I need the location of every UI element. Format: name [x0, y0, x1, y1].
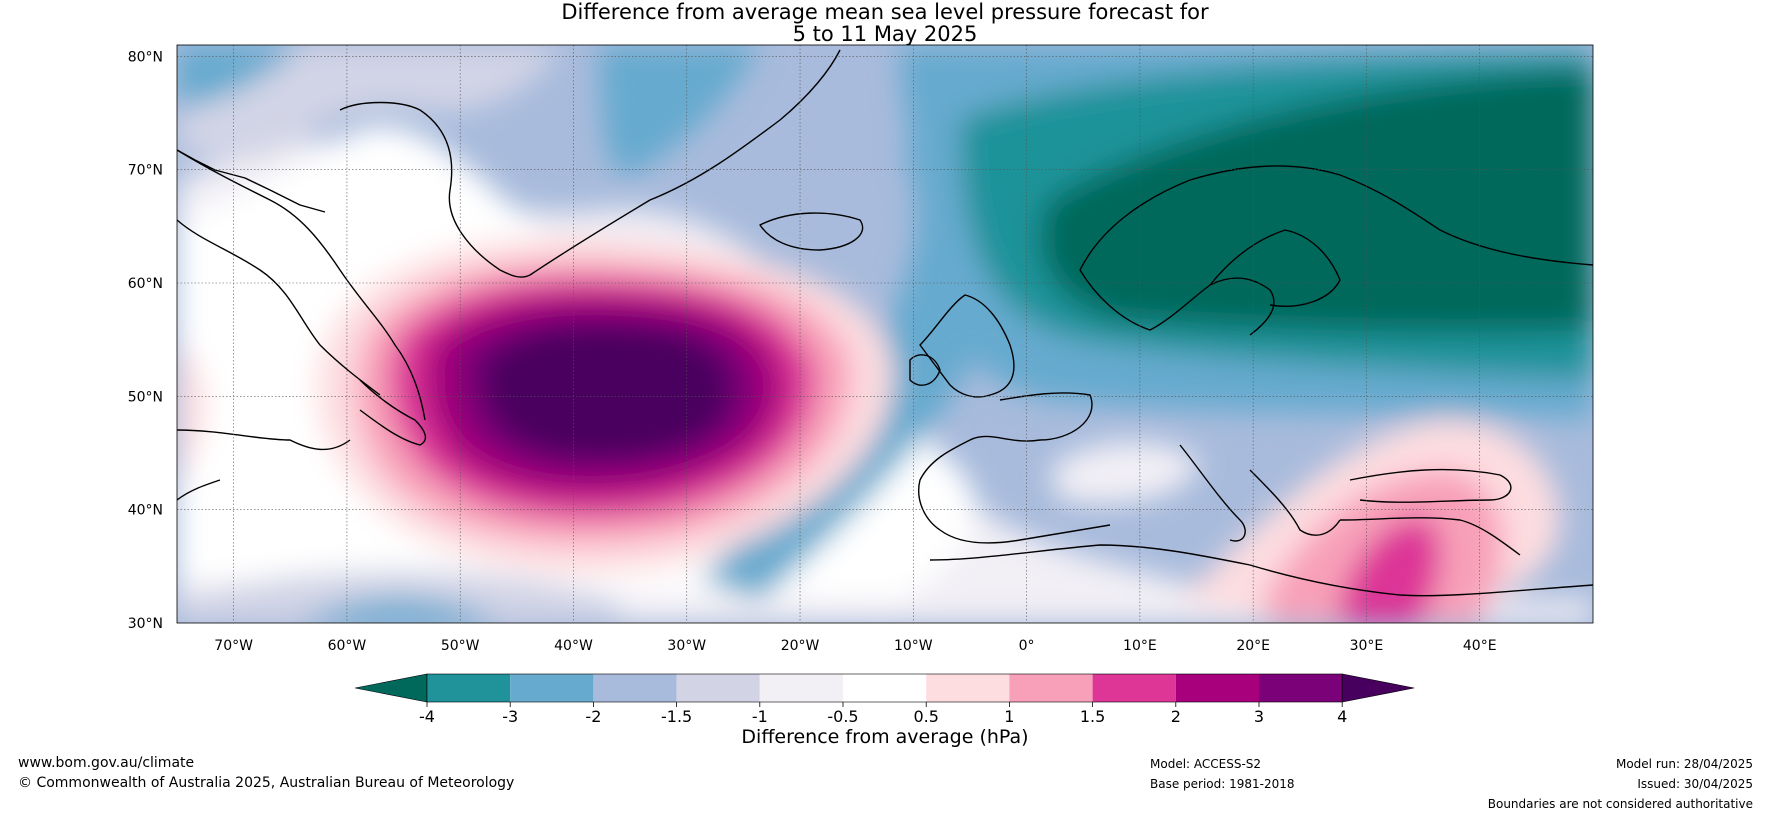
colorbar-swatch: [510, 674, 594, 702]
colorbar-swatch: [1009, 674, 1093, 702]
colorbar-tick-label: -0.5: [827, 707, 858, 726]
coastline-great-britain: [919, 294, 1015, 398]
lon-label: 50°W: [441, 638, 480, 654]
coastline-italy: [1179, 444, 1246, 542]
lat-label: 40°N: [128, 503, 163, 519]
lon-label: 20°W: [781, 638, 820, 654]
colorbar-swatch: [427, 674, 511, 702]
colorbar: -4 -3 -2 -1.5 -1 -0.5 0.5 1 1.5 2 3 4: [354, 673, 1415, 726]
footer-copyright: © Commonwealth of Australia 2025, Austra…: [18, 775, 515, 791]
colorbar-tick-label: -4: [419, 707, 435, 726]
longitude-labels: 70°W 60°W 50°W 40°W 30°W 20°W 10°W 0° 10°E 20°E 30…: [214, 638, 1496, 654]
footer-website: www.bom.gov.au/climate: [18, 755, 195, 771]
coastline-ireland: [909, 354, 941, 386]
footer-model: Model: ACCESS-S2: [1150, 757, 1262, 771]
field-northwest-low: [177, 45, 300, 110]
lat-label: 50°N: [128, 389, 163, 405]
coastline-black-sea: [1349, 468, 1512, 503]
coastline-north-africa: [929, 544, 1593, 597]
colorbar-tick-label: -1: [752, 707, 768, 726]
lon-label: 20°E: [1236, 638, 1270, 654]
lon-label: 30°W: [667, 638, 706, 654]
field-central-trough: [700, 150, 1002, 600]
lat-label: 80°N: [128, 49, 163, 65]
field-high-core: [482, 326, 730, 459]
coastline-scandinavia-north: [1079, 165, 1593, 271]
colorbar-tick-label: 1.5: [1080, 707, 1105, 726]
coastline-baffin: [177, 149, 326, 213]
colorbar-tick-label: -2: [585, 707, 601, 726]
pressure-anomaly-field: [177, 45, 1593, 623]
lon-label: 60°W: [328, 638, 367, 654]
footer-model-run: Model run: 28/04/2025: [1615, 757, 1753, 771]
coastline-north-america-east: [177, 149, 426, 421]
colorbar-extend-low: [354, 673, 428, 703]
colorbar-extend-high: [1341, 673, 1415, 703]
footer-disclaimer: Boundaries are not considered authoritat…: [1487, 797, 1753, 811]
coastline-us-northeast: [177, 479, 221, 501]
coastline-iberia-south: [939, 524, 1111, 544]
map-frame: [176, 44, 1594, 624]
lat-label: 70°N: [128, 163, 163, 179]
colorbar-tick-label: -1.5: [661, 707, 692, 726]
footer-issued: Issued: 30/04/2025: [1637, 777, 1753, 791]
map-title-line1: Difference from average mean sea level p…: [561, 0, 1209, 24]
coastline-labrador: [177, 219, 381, 396]
colorbar-tick-label: 4: [1337, 707, 1347, 726]
field-balkan-neutral: [1050, 441, 1200, 504]
coastline-newfoundland: [359, 379, 427, 446]
lon-label: 40°W: [554, 638, 593, 654]
colorbar-tick-label: 2: [1171, 707, 1181, 726]
colorbar-swatch: [1092, 674, 1176, 702]
colorbar-swatch: [593, 674, 677, 702]
lon-label: 30°E: [1350, 638, 1384, 654]
colorbar-label: Difference from average (hPa): [741, 726, 1029, 748]
coastline-baltic: [1209, 229, 1341, 307]
footer-base-period: Base period: 1981-2018: [1150, 777, 1295, 791]
colorbar-outline: [426, 673, 1343, 703]
coastline-iceland: [759, 212, 864, 251]
field-low-core: [1041, 70, 1593, 332]
colorbar-tick-label: -3: [502, 707, 518, 726]
coastline-france-iberia: [918, 392, 1093, 531]
coastlines: [177, 49, 1593, 597]
lat-label: 60°N: [128, 276, 163, 292]
colorbar-swatch: [843, 674, 927, 702]
field-east-positive-core: [1340, 518, 1441, 623]
colorbar-tick-label: 0.5: [913, 707, 938, 726]
lon-label: 10°E: [1123, 638, 1157, 654]
colorbar-swatch: [1175, 674, 1259, 702]
colorbar-tick-label: 1: [1004, 707, 1014, 726]
graticule: [177, 45, 1593, 623]
colorbar-swatch: [676, 674, 760, 702]
map-title-line2: 5 to 11 May 2025: [792, 22, 978, 46]
coastline-turkey: [1339, 517, 1521, 556]
lat-label: 30°N: [128, 616, 163, 632]
coastline-nova-scotia: [177, 429, 351, 451]
colorbar-swatch: [926, 674, 1010, 702]
colorbar-swatch: [1259, 674, 1343, 702]
lon-label: 70°W: [214, 638, 253, 654]
colorbar-tick-label: 3: [1254, 707, 1264, 726]
lon-label: 40°E: [1463, 638, 1497, 654]
lon-label: 0°: [1019, 638, 1035, 654]
latitude-labels: 80°N 70°N 60°N 50°N 40°N 30°N: [128, 49, 163, 632]
coastline-balkans: [1249, 469, 1341, 536]
colorbar-swatch: [759, 674, 843, 702]
field-southwest-low: [300, 598, 500, 623]
lon-label: 10°W: [894, 638, 933, 654]
field-southwest-band: [177, 570, 620, 623]
coastline-greenland: [339, 49, 841, 278]
coastline-norway-south: [1079, 269, 1275, 336]
field-greenland-low: [600, 45, 760, 175]
field-west-edge-positive: [177, 340, 207, 490]
